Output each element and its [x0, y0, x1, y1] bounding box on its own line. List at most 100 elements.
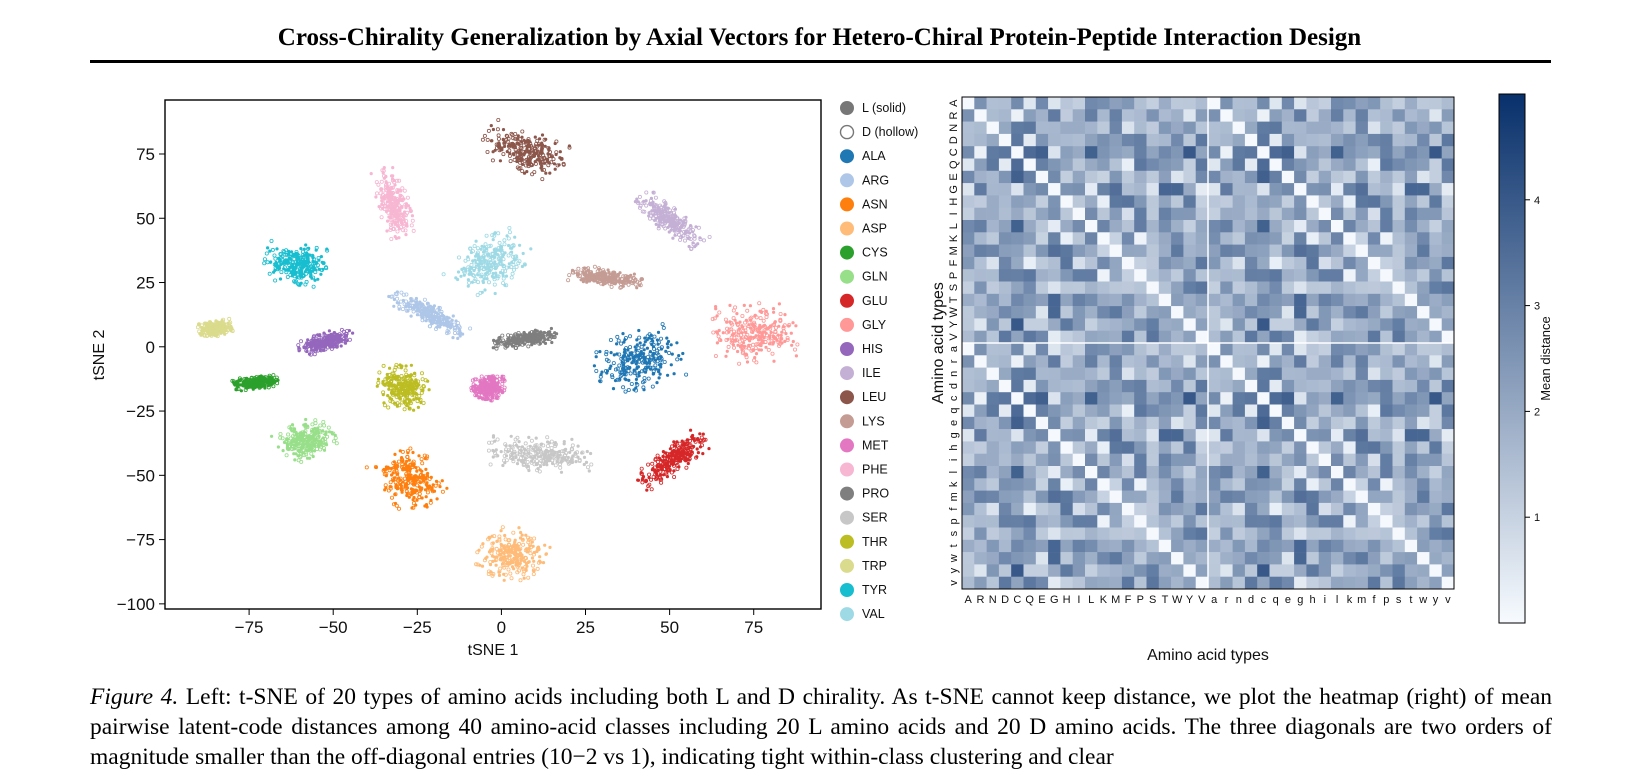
tsne-point — [502, 548, 507, 553]
tsne-point — [411, 501, 416, 506]
tsne-point — [504, 552, 509, 557]
tsne-point — [318, 333, 322, 337]
tsne-point — [411, 459, 416, 464]
tsne-point — [598, 350, 602, 354]
tsne-point — [478, 388, 482, 392]
tsne-point — [503, 544, 508, 549]
tsne-point — [602, 281, 606, 286]
tsne-point — [707, 234, 712, 239]
tsne-point — [277, 265, 281, 269]
tsne-point — [345, 339, 349, 343]
tsne-point — [533, 135, 537, 139]
tsne-point — [385, 381, 389, 385]
tsne-point — [562, 442, 566, 446]
tsne-point — [635, 382, 640, 387]
tsne-point — [545, 157, 550, 161]
tsne-point — [413, 371, 417, 375]
tsne-point — [764, 314, 769, 319]
tsne-point — [657, 368, 661, 372]
tsne-point — [496, 144, 501, 149]
tsne-point — [522, 576, 526, 580]
tsne-point — [568, 450, 572, 454]
tsne-point — [496, 386, 500, 390]
tsne-point — [305, 425, 310, 430]
tsne-point — [375, 384, 379, 388]
cluster-lys — [566, 264, 645, 290]
tsne-point — [421, 479, 426, 484]
tsne-point — [402, 407, 407, 412]
tsne-point — [200, 325, 204, 330]
tsne-point — [672, 372, 676, 376]
tsne-point — [658, 215, 662, 220]
tsne-point — [295, 432, 299, 436]
tsne-point — [642, 368, 647, 373]
cluster-his — [296, 327, 355, 357]
tsne-point — [513, 540, 517, 544]
tsne-point — [500, 525, 505, 530]
tsne-point — [753, 314, 757, 318]
tsne-point — [523, 564, 528, 569]
tsne-point — [385, 229, 389, 233]
tsne-point — [475, 550, 480, 555]
tsne-point — [451, 336, 455, 340]
tsne-point — [621, 385, 626, 390]
tsne-point — [499, 529, 503, 533]
tsne-point — [746, 324, 751, 329]
cluster-pro — [491, 326, 559, 351]
tsne-point — [596, 280, 600, 285]
tsne-point — [273, 278, 278, 283]
tsne-point — [402, 188, 407, 193]
tsne-point — [304, 345, 309, 350]
tsne-point — [498, 566, 503, 571]
tsne-point — [405, 403, 409, 408]
tsne-point — [517, 341, 521, 345]
tsne-point — [695, 455, 699, 459]
tsne-point — [615, 352, 619, 356]
tsne-point — [482, 133, 487, 138]
tsne-point — [520, 533, 524, 537]
tsne-point — [695, 447, 699, 451]
tsne-point — [316, 443, 320, 448]
tsne-point — [520, 338, 524, 343]
tsne-point — [604, 352, 609, 357]
tsne-point — [635, 372, 640, 377]
tsne-point — [399, 221, 403, 225]
tsne-point — [318, 348, 322, 352]
tsne-point — [239, 389, 243, 393]
tsne-point — [520, 135, 524, 139]
tsne-point — [401, 468, 405, 472]
tsne-point — [773, 336, 777, 340]
tsne-point — [495, 437, 500, 442]
tsne-point — [310, 440, 314, 444]
tsne-point — [420, 469, 424, 473]
tsne-point — [304, 447, 309, 452]
tsne-point — [613, 282, 617, 286]
tsne-point — [313, 426, 317, 431]
tsne-point — [651, 213, 655, 217]
tsne-point — [300, 437, 304, 441]
tsne-point — [210, 329, 214, 333]
tsne-point — [679, 357, 683, 361]
tsne-point — [315, 439, 320, 444]
tsne-point — [405, 486, 410, 490]
tsne-point — [675, 216, 680, 221]
tsne-point — [488, 462, 493, 467]
tsne-point — [291, 262, 295, 266]
tsne-point — [561, 161, 566, 166]
tsne-point — [671, 224, 675, 228]
tsne-point — [780, 330, 784, 334]
tsne-point — [672, 460, 676, 464]
tsne-point — [710, 316, 715, 321]
tsne-point — [393, 401, 397, 405]
tsne-point — [296, 256, 300, 260]
tsne-point — [735, 322, 740, 327]
tsne-point — [311, 454, 315, 459]
tsne-point — [714, 305, 718, 309]
tsne-point — [309, 451, 314, 456]
tsne-point — [393, 492, 398, 497]
cluster-arg — [387, 290, 473, 340]
tsne-point — [374, 191, 379, 196]
tsne-point — [387, 387, 391, 391]
tsne-point — [512, 451, 516, 455]
tsne-point — [553, 167, 557, 171]
